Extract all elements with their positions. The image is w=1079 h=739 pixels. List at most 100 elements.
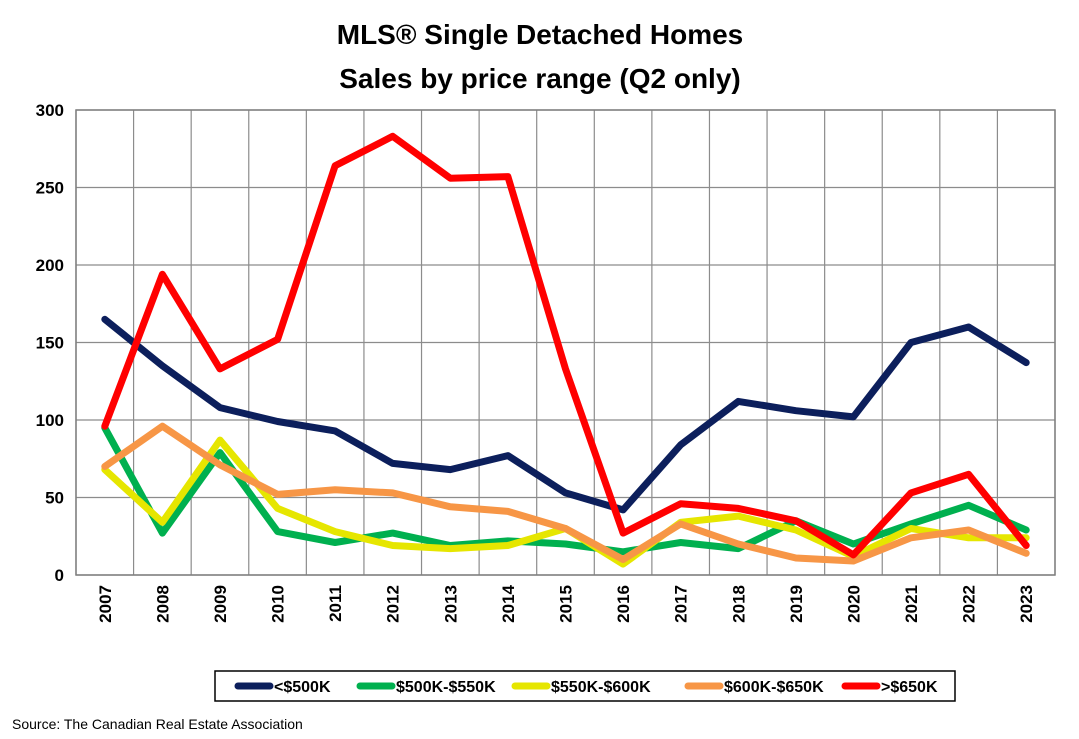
- data-point: [736, 506, 741, 511]
- data-point: [621, 549, 626, 554]
- x-tick-label: 2009: [211, 585, 230, 623]
- data-point: [966, 503, 971, 508]
- data-point: [217, 462, 222, 467]
- data-point: [909, 490, 914, 495]
- legend-label-1: $500K-$550K: [396, 679, 496, 696]
- data-point: [505, 174, 510, 179]
- x-tick-label: 2011: [326, 585, 345, 622]
- data-point: [736, 514, 741, 519]
- data-point: [793, 528, 798, 533]
- data-point: [448, 176, 453, 181]
- plot-border: [75, 109, 1056, 576]
- data-point: [333, 487, 338, 492]
- data-point: [102, 464, 107, 469]
- data-point: [448, 504, 453, 509]
- legend-label-3: $600K-$650K: [724, 679, 824, 696]
- data-point: [966, 528, 971, 533]
- chart-title: MLS® Single Detached Homes: [337, 19, 744, 50]
- data-point: [505, 453, 510, 458]
- y-tick-label: 250: [36, 179, 64, 198]
- data-point: [1024, 360, 1029, 365]
- data-point: [160, 272, 165, 277]
- data-point: [390, 543, 395, 548]
- data-point: [333, 428, 338, 433]
- x-tick-label: 2007: [96, 585, 115, 623]
- data-point: [678, 521, 683, 526]
- legend-label-0: <$500K: [274, 679, 331, 696]
- data-point: [275, 337, 280, 342]
- data-point: [102, 317, 107, 322]
- data-point: [966, 325, 971, 329]
- data-point: [621, 531, 626, 536]
- data-point: [217, 450, 222, 455]
- x-tick-label: 2012: [384, 585, 403, 623]
- data-point: [621, 562, 626, 567]
- x-tick-label: 2023: [1017, 585, 1036, 623]
- data-point: [909, 535, 914, 540]
- data-point: [793, 518, 798, 523]
- data-point: [851, 559, 856, 564]
- data-point: [102, 424, 107, 429]
- x-tick-label: 2015: [557, 585, 576, 623]
- legend-label-4: >$650K: [881, 679, 938, 696]
- data-point: [678, 442, 683, 447]
- x-tick-label: 2020: [844, 585, 863, 623]
- y-tick-label: 300: [36, 101, 64, 120]
- data-point: [160, 424, 165, 429]
- data-point: [966, 535, 971, 540]
- x-tick-label: 2013: [441, 585, 460, 623]
- y-tick-label: 0: [55, 566, 64, 585]
- data-point: [275, 419, 280, 424]
- x-tick-label: 2014: [499, 584, 518, 622]
- data-point: [448, 546, 453, 551]
- data-point: [333, 163, 338, 168]
- data-point: [505, 509, 510, 514]
- data-point: [333, 540, 338, 545]
- data-point: [736, 399, 741, 404]
- y-tick-label: 150: [36, 334, 64, 353]
- data-point: [563, 490, 568, 495]
- data-point: [678, 540, 683, 545]
- data-point: [851, 552, 856, 557]
- data-point: [909, 526, 914, 531]
- x-tick-label: 2008: [153, 585, 172, 623]
- y-tick-label: 200: [36, 256, 64, 275]
- legend-box: [214, 670, 956, 702]
- data-point: [390, 461, 395, 466]
- data-point: [851, 542, 856, 546]
- data-point: [217, 366, 222, 371]
- data-point: [621, 507, 626, 512]
- data-point: [390, 531, 395, 536]
- data-point: [160, 531, 165, 536]
- y-tick-label: 50: [45, 489, 64, 508]
- data-point: [736, 542, 741, 546]
- data-point: [621, 557, 626, 562]
- data-point: [275, 492, 280, 497]
- data-point: [333, 529, 338, 534]
- x-tick-label: 2018: [729, 585, 748, 623]
- data-point: [505, 543, 510, 548]
- data-point: [909, 521, 914, 526]
- x-tick-label: 2021: [902, 585, 921, 623]
- data-point: [217, 438, 222, 443]
- data-point: [563, 542, 568, 546]
- data-point: [1024, 528, 1029, 533]
- data-point: [160, 363, 165, 368]
- data-point: [217, 405, 222, 410]
- data-point: [275, 506, 280, 511]
- plot-area: 0 50 100 150 200 250 300 2007 2008 2009 2010 2011 20…: [36, 101, 1056, 623]
- y-tick-label: 100: [36, 411, 64, 430]
- source-note: Source: The Canadian Real Estate Associa…: [12, 716, 303, 732]
- data-point: [160, 520, 165, 525]
- data-point: [1024, 551, 1029, 556]
- data-point: [563, 526, 568, 531]
- x-tick-label: 2010: [269, 585, 288, 623]
- x-tick-label: 2016: [614, 585, 633, 623]
- data-point: [909, 340, 914, 345]
- data-point: [563, 366, 568, 371]
- data-point: [793, 555, 798, 560]
- data-point: [390, 490, 395, 495]
- x-tick-label: 2022: [960, 585, 979, 623]
- data-point: [275, 529, 280, 534]
